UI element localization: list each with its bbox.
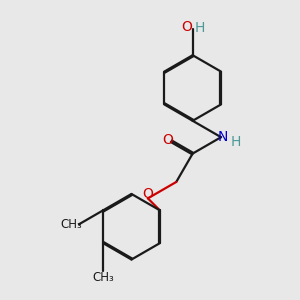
Text: O: O: [162, 133, 173, 147]
Text: N: N: [218, 130, 228, 144]
Text: CH₃: CH₃: [60, 218, 82, 231]
Text: CH₃: CH₃: [92, 271, 114, 284]
Text: O: O: [182, 20, 193, 34]
Text: H: H: [231, 135, 241, 149]
Text: H: H: [195, 21, 205, 35]
Text: O: O: [142, 188, 153, 201]
